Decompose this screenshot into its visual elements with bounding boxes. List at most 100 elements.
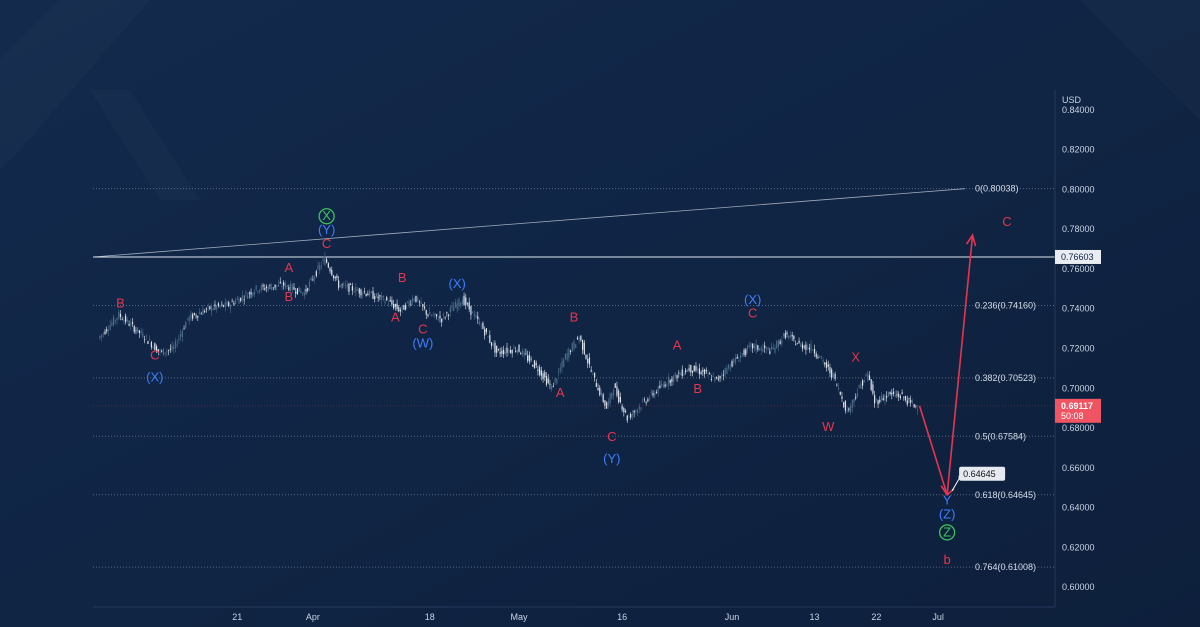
candle-body (207, 305, 209, 307)
candle-body (910, 399, 912, 403)
candle-body (602, 394, 604, 402)
candle-body (262, 284, 264, 287)
candle-body (530, 358, 532, 360)
candle-body (214, 304, 216, 307)
candle-body (566, 353, 568, 360)
price-tick-label: 0.74000 (1062, 304, 1095, 314)
candle-body (453, 306, 455, 311)
candle-body (210, 306, 213, 312)
candle-body (135, 330, 137, 332)
time-axis[interactable]: 21 Apr 18 May 16 Jun 13 22 Jul (93, 606, 1055, 622)
candle-body (549, 383, 551, 385)
candle-body (741, 353, 743, 355)
candle-body (123, 319, 125, 322)
candle-body (554, 378, 556, 382)
candle-body (427, 314, 429, 316)
candle-body (700, 372, 702, 375)
candle-body (710, 379, 713, 380)
countdown-label: 50:08 (1061, 411, 1084, 421)
candle-body (518, 344, 520, 352)
candle-body (444, 317, 446, 319)
candle-body (295, 291, 297, 294)
candle-body (556, 378, 558, 384)
wave-label: W (822, 419, 835, 434)
candle-body (552, 386, 554, 388)
candle-body (303, 292, 305, 296)
candle-body (630, 414, 632, 418)
candle-body (908, 398, 910, 399)
candle-body (281, 286, 283, 287)
candle-body (796, 343, 798, 345)
candle-body (475, 315, 477, 318)
price-tick-label: 0.62000 (1062, 542, 1095, 552)
candle-body (195, 315, 197, 317)
candle-body (889, 392, 891, 395)
candle-body (269, 284, 271, 286)
candle-body (767, 347, 769, 350)
candle-body (322, 259, 324, 262)
candle-body (812, 349, 814, 351)
candle-body (111, 322, 113, 326)
candle-body (130, 323, 132, 326)
candle-body (509, 350, 512, 353)
candle-body (571, 343, 573, 351)
candle-body (418, 301, 420, 303)
candle-body (774, 347, 776, 353)
candle-body (521, 350, 524, 355)
candle-body (126, 319, 128, 322)
candle-body (599, 387, 601, 396)
candle-body (183, 328, 185, 330)
wave-label: Y (943, 493, 952, 508)
price-axis[interactable]: USD 0.840000.820000.800000.780000.760000… (1054, 90, 1095, 607)
candle-body (788, 335, 790, 339)
candle-body (631, 413, 634, 416)
candle-body (341, 284, 343, 286)
candle-body (236, 298, 238, 301)
candle-body (820, 356, 822, 358)
candle-body (494, 342, 496, 353)
candle-body (391, 300, 393, 305)
candle-body (461, 300, 463, 305)
candle-body (588, 357, 591, 365)
candle-body (413, 298, 415, 301)
candle-body (880, 395, 883, 400)
candle-body (789, 335, 792, 338)
candle-body (501, 350, 503, 354)
candle-body (379, 295, 381, 297)
candle-body (327, 263, 329, 268)
candle-body (180, 334, 182, 338)
candle-body (405, 304, 407, 310)
candle-body (247, 295, 249, 299)
candle-body (755, 344, 757, 350)
candle-body (887, 391, 889, 397)
candle-body (647, 399, 649, 402)
candle-body (162, 348, 165, 356)
candle-body (817, 356, 819, 358)
candle-body (257, 291, 259, 293)
candle-body (310, 277, 312, 281)
candle-body (916, 409, 919, 411)
candle-body (375, 293, 378, 297)
candle-body (666, 384, 668, 387)
candle-body (827, 364, 829, 367)
candle-body (219, 305, 221, 307)
candle-body (587, 358, 589, 364)
candle-body (190, 313, 192, 320)
wave-label: B (116, 296, 125, 311)
candle-body (669, 379, 671, 384)
candle-body (516, 349, 518, 353)
candle-body (253, 291, 256, 295)
candle-body (860, 383, 862, 389)
candle-body (159, 350, 161, 352)
candle-body (283, 282, 285, 286)
current-price-tag (1055, 398, 1101, 423)
candle-body (116, 317, 118, 320)
candle-body (542, 373, 544, 379)
candle-body (372, 291, 374, 299)
candle-body (504, 351, 506, 355)
time-tick-label: 16 (617, 612, 627, 622)
candle-body (460, 302, 462, 306)
candle-body (296, 288, 299, 295)
candle-body (346, 284, 348, 288)
